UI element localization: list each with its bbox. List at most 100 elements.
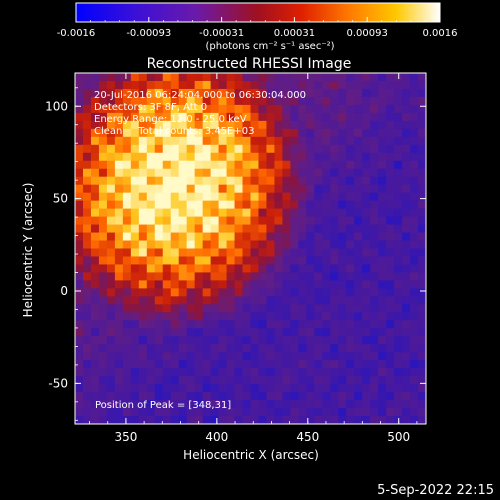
heatmap-cell [146,200,156,210]
heatmap-cell [354,112,363,122]
heatmap-cell [370,408,379,417]
heatmap-cell [330,280,339,289]
heatmap-cell [338,112,347,122]
heatmap-cell [306,96,315,106]
heatmap-cell [130,392,140,401]
heatmap-cell [298,256,307,265]
heatmap-cell [138,312,148,321]
heatmap-cell [362,88,371,98]
heatmap-cell [226,232,235,241]
heatmap-cell [154,184,164,194]
heatmap-cell [130,216,140,225]
heatmap-cell [274,224,283,233]
heatmap-cell [410,240,419,249]
heatmap-cell [418,168,427,178]
heatmap-cell [346,280,355,289]
heatmap-cell [234,368,243,377]
heatmap-cell [394,136,403,146]
heatmap-cell [298,112,307,122]
heatmap-cell [386,360,395,369]
heatmap-cell [210,304,219,313]
heatmap-cell [90,200,100,210]
heatmap-cell [418,376,427,385]
heatmap-cell [258,392,267,401]
heatmap-cell [138,73,148,82]
heatmap-cell [98,304,108,313]
heatmap-cell [170,152,180,162]
heatmap-cell [290,328,299,337]
heatmap-cell [322,272,331,281]
heatmap-cell [402,96,411,106]
heatmap-cell [322,73,331,82]
heatmap-cell [418,184,427,194]
heatmap-cell [338,176,347,186]
heatmap-cell [234,304,243,313]
heatmap-cell [98,184,108,194]
heatmap-cell [258,96,267,106]
heatmap-cell [386,144,395,154]
heatmap-cell [194,104,204,114]
heatmap-cell [362,400,371,409]
heatmap-cell [362,176,371,186]
heatmap-cell [386,392,395,401]
heatmap-cell [114,336,124,345]
heatmap-cell [274,208,283,217]
heatmap-cell [274,256,283,265]
heatmap-cell [298,216,307,225]
heatmap-cell [202,208,212,217]
heatmap-cell [106,352,116,361]
heatmap-cell [178,296,188,305]
heatmap-cell [154,80,164,90]
heatmap-cell [370,280,379,289]
heatmap-cell [138,272,148,281]
heatmap-cell [322,360,331,369]
heatmap-cell [106,272,116,281]
heatmap-cell [402,328,411,337]
heatmap-cell [330,128,339,138]
heatmap-cell [98,144,108,154]
heatmap-cell [370,320,379,329]
heatmap-cell [242,80,251,90]
heatmap-cell [402,272,411,281]
heatmap-cell [386,96,395,106]
heatmap-cell [314,112,323,122]
heatmap-cell [98,392,108,401]
heatmap-cell [418,232,427,241]
heatmap-cell [370,80,379,90]
heatmap-cell [130,256,140,265]
heatmap-cell [146,73,156,82]
heatmap-cell [314,296,323,305]
heatmap-cell [354,328,363,337]
heatmap-cell [314,400,323,409]
heatmap-cell [378,280,387,289]
heatmap-cell [186,144,196,154]
heatmap-cell [266,160,275,170]
heatmap-cell [386,256,395,265]
heatmap-cell [258,256,267,265]
heatmap-cell [354,184,363,194]
heatmap-cell [186,184,196,194]
heatmap-cell [146,280,156,289]
heatmap-cell [202,128,212,138]
heatmap-cell [298,360,307,369]
heatmap-cell [170,328,180,337]
heatmap-cell [154,256,164,265]
heatmap-cell [346,80,355,90]
heatmap-cell [330,248,339,257]
heatmap-cell [218,160,227,170]
heatmap-cell [298,416,307,425]
heatmap-cell [138,216,148,225]
heatmap-cell [354,416,363,425]
heatmap-cell [82,304,92,313]
heatmap-cell [346,176,355,186]
heatmap-cell [178,384,188,393]
heatmap-cell [410,112,419,122]
heatmap-cell [250,408,259,417]
heatmap-cell [410,352,419,361]
heatmap-cell [210,184,219,194]
heatmap-cell [138,344,148,353]
heatmap-cell [162,128,172,138]
heatmap-cell [202,240,212,249]
heatmap-cell [322,288,331,297]
heatmap-cell [122,328,132,337]
